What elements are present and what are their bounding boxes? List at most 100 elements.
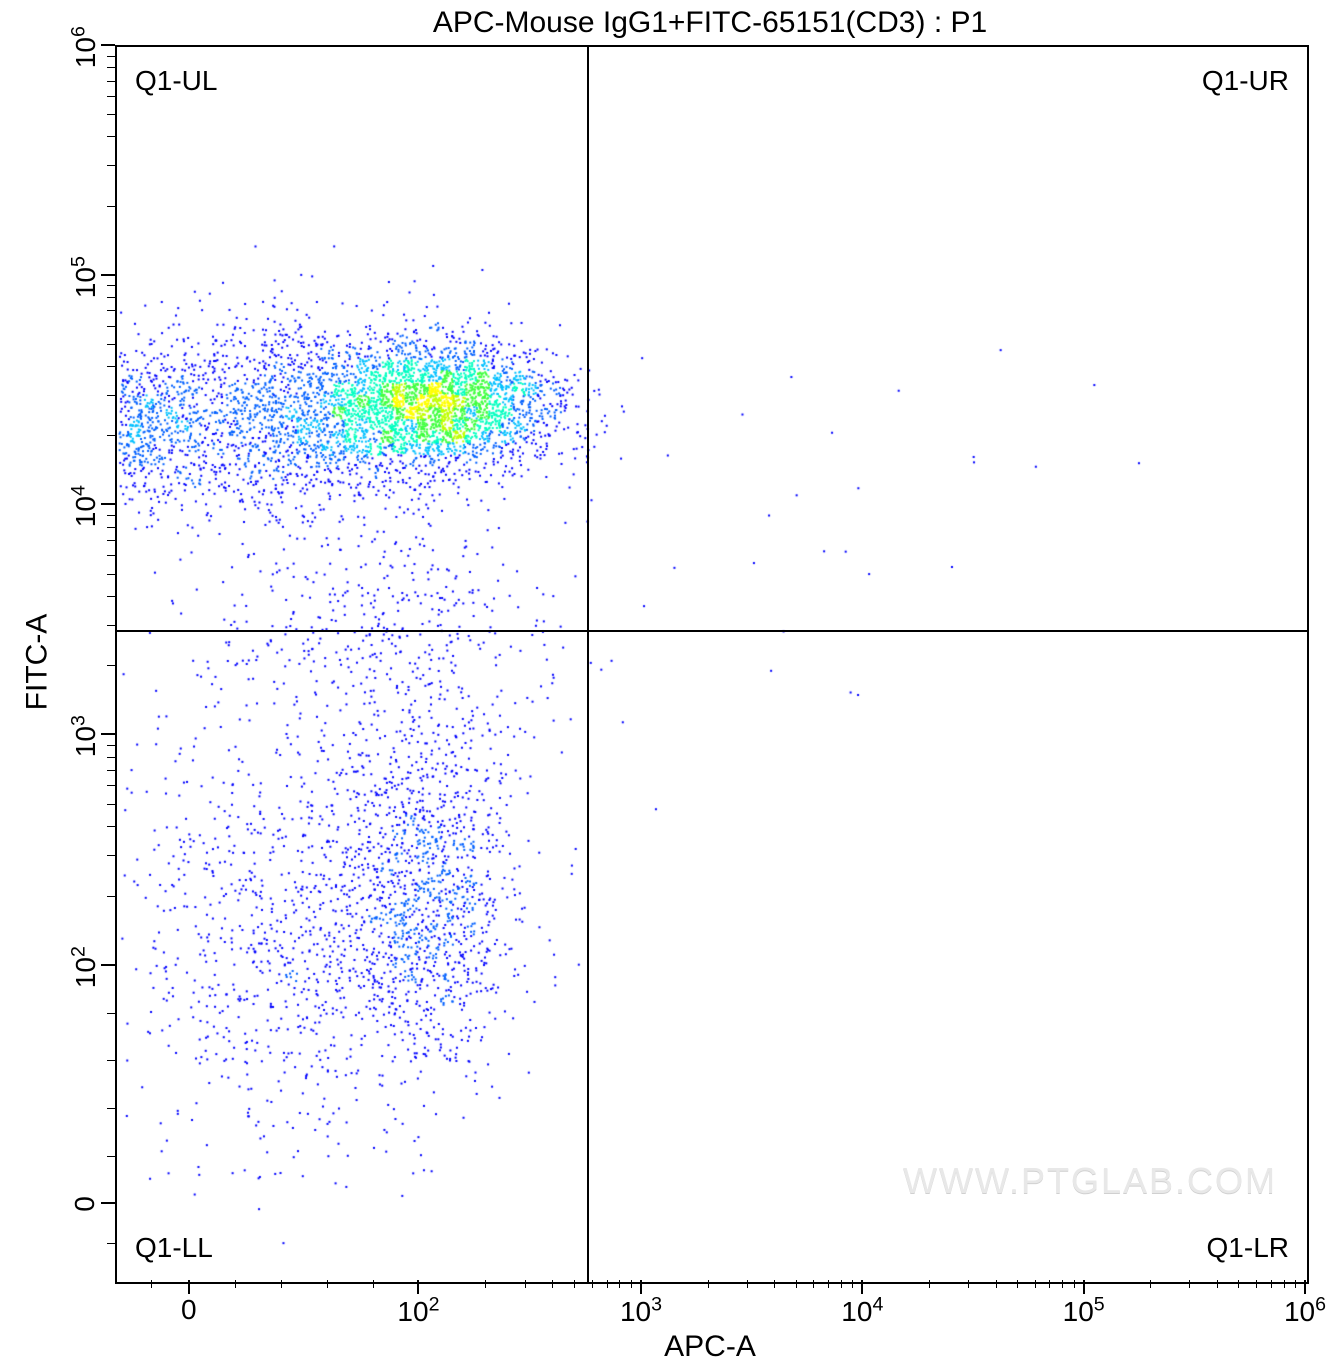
y-tick-label: 105 [68,237,102,317]
quadrant-ul-label: Q1-UL [135,65,217,97]
x-tick-minor [525,1280,526,1288]
x-tick-minor [1189,1280,1190,1288]
x-tick-minor [1295,1280,1296,1288]
x-tick-label: 104 [822,1294,902,1328]
y-tick-minor [107,574,115,575]
x-tick-minor [1049,1280,1050,1288]
y-tick-minor [107,1156,115,1157]
y-tick-major [101,1202,115,1204]
x-tick-minor [996,1280,997,1288]
y-tick-minor [107,395,115,396]
y-tick-minor [107,310,115,311]
x-tick-minor [552,1280,553,1288]
x-tick-minor [592,1280,593,1288]
x-tick-minor [373,1280,374,1288]
x-tick-major [640,1280,642,1294]
quadrant-vline [587,47,589,1282]
y-tick-minor [107,527,115,528]
y-tick-minor [107,665,115,666]
x-tick-minor [1150,1280,1151,1288]
y-tick-minor [107,114,115,115]
x-tick-minor [852,1280,853,1288]
x-tick-minor [841,1280,842,1288]
y-tick-minor [107,625,115,626]
x-tick-minor [1217,1280,1218,1288]
y-tick-label: 102 [68,927,102,1007]
y-tick-minor [107,1013,115,1014]
y-tick-minor [107,366,115,367]
x-tick-minor [774,1280,775,1288]
x-tick-minor [1238,1280,1239,1288]
quadrant-hline [117,630,1307,632]
x-tick-minor [968,1280,969,1288]
y-tick-minor [107,515,115,516]
x-tick-major [417,1280,419,1294]
scatter-points [117,47,1307,1282]
y-tick-major [101,274,115,276]
x-tick-minor [796,1280,797,1288]
y-axis-label: FITC-A [21,45,55,1280]
x-tick-label: 106 [1265,1294,1337,1328]
y-tick-minor [107,1243,115,1244]
y-tick-minor [107,757,115,758]
x-tick-minor [813,1280,814,1288]
x-tick-minor [327,1280,328,1288]
x-tick-minor [828,1280,829,1288]
x-tick-minor [1271,1280,1272,1288]
x-tick-minor [631,1280,632,1288]
y-tick-label: 106 [68,7,102,87]
y-tick-minor [107,344,115,345]
y-tick-minor [107,81,115,82]
flow-cytometry-chart: APC-Mouse IgG1+FITC-65151(CD3) : P1 Q1-U… [0,0,1337,1368]
y-tick-minor [107,855,115,856]
chart-title: APC-Mouse IgG1+FITC-65151(CD3) : P1 [115,6,1305,40]
y-tick-minor [107,804,115,805]
x-tick-minor [1062,1280,1063,1288]
y-tick-minor [107,826,115,827]
x-tick-minor [607,1280,608,1288]
y-tick-label: 103 [68,696,102,776]
y-tick-minor [107,206,115,207]
y-tick-minor [107,435,115,436]
y-tick-minor [107,96,115,97]
y-tick-major [101,964,115,966]
y-tick-minor [107,540,115,541]
quadrant-ur-label: Q1-UR [1202,65,1289,97]
x-tick-label: 0 [149,1294,229,1326]
y-tick-major [101,503,115,505]
y-tick-minor [107,165,115,166]
x-tick-minor [485,1280,486,1288]
y-tick-minor [107,785,115,786]
x-tick-minor [1284,1280,1285,1288]
x-tick-minor [1017,1280,1018,1288]
x-tick-minor [281,1280,282,1288]
x-tick-minor [929,1280,930,1288]
y-tick-minor [107,596,115,597]
x-tick-minor [747,1280,748,1288]
quadrant-ll-label: Q1-LL [135,1232,213,1264]
x-tick-minor [235,1280,236,1288]
x-tick-major [1083,1280,1085,1294]
x-tick-minor [151,1280,152,1288]
y-tick-minor [107,555,115,556]
y-tick-label: 0 [69,1164,101,1244]
watermark: WWW.PTGLAB.COM [903,1160,1277,1202]
x-tick-major [1304,1280,1306,1294]
y-tick-minor [107,770,115,771]
x-tick-minor [619,1280,620,1288]
x-tick-label: 103 [601,1294,681,1328]
x-tick-minor [1074,1280,1075,1288]
x-tick-minor [1035,1280,1036,1288]
x-axis-label: APC-A [115,1330,1305,1364]
y-tick-major [101,733,115,735]
y-tick-minor [107,285,115,286]
x-tick-minor [574,1280,575,1288]
y-tick-minor [107,56,115,57]
y-tick-label: 104 [68,467,102,547]
y-tick-minor [107,136,115,137]
y-tick-minor [107,67,115,68]
x-tick-label: 102 [378,1294,458,1328]
y-tick-minor [107,297,115,298]
y-tick-minor [107,896,115,897]
y-tick-minor [107,745,115,746]
